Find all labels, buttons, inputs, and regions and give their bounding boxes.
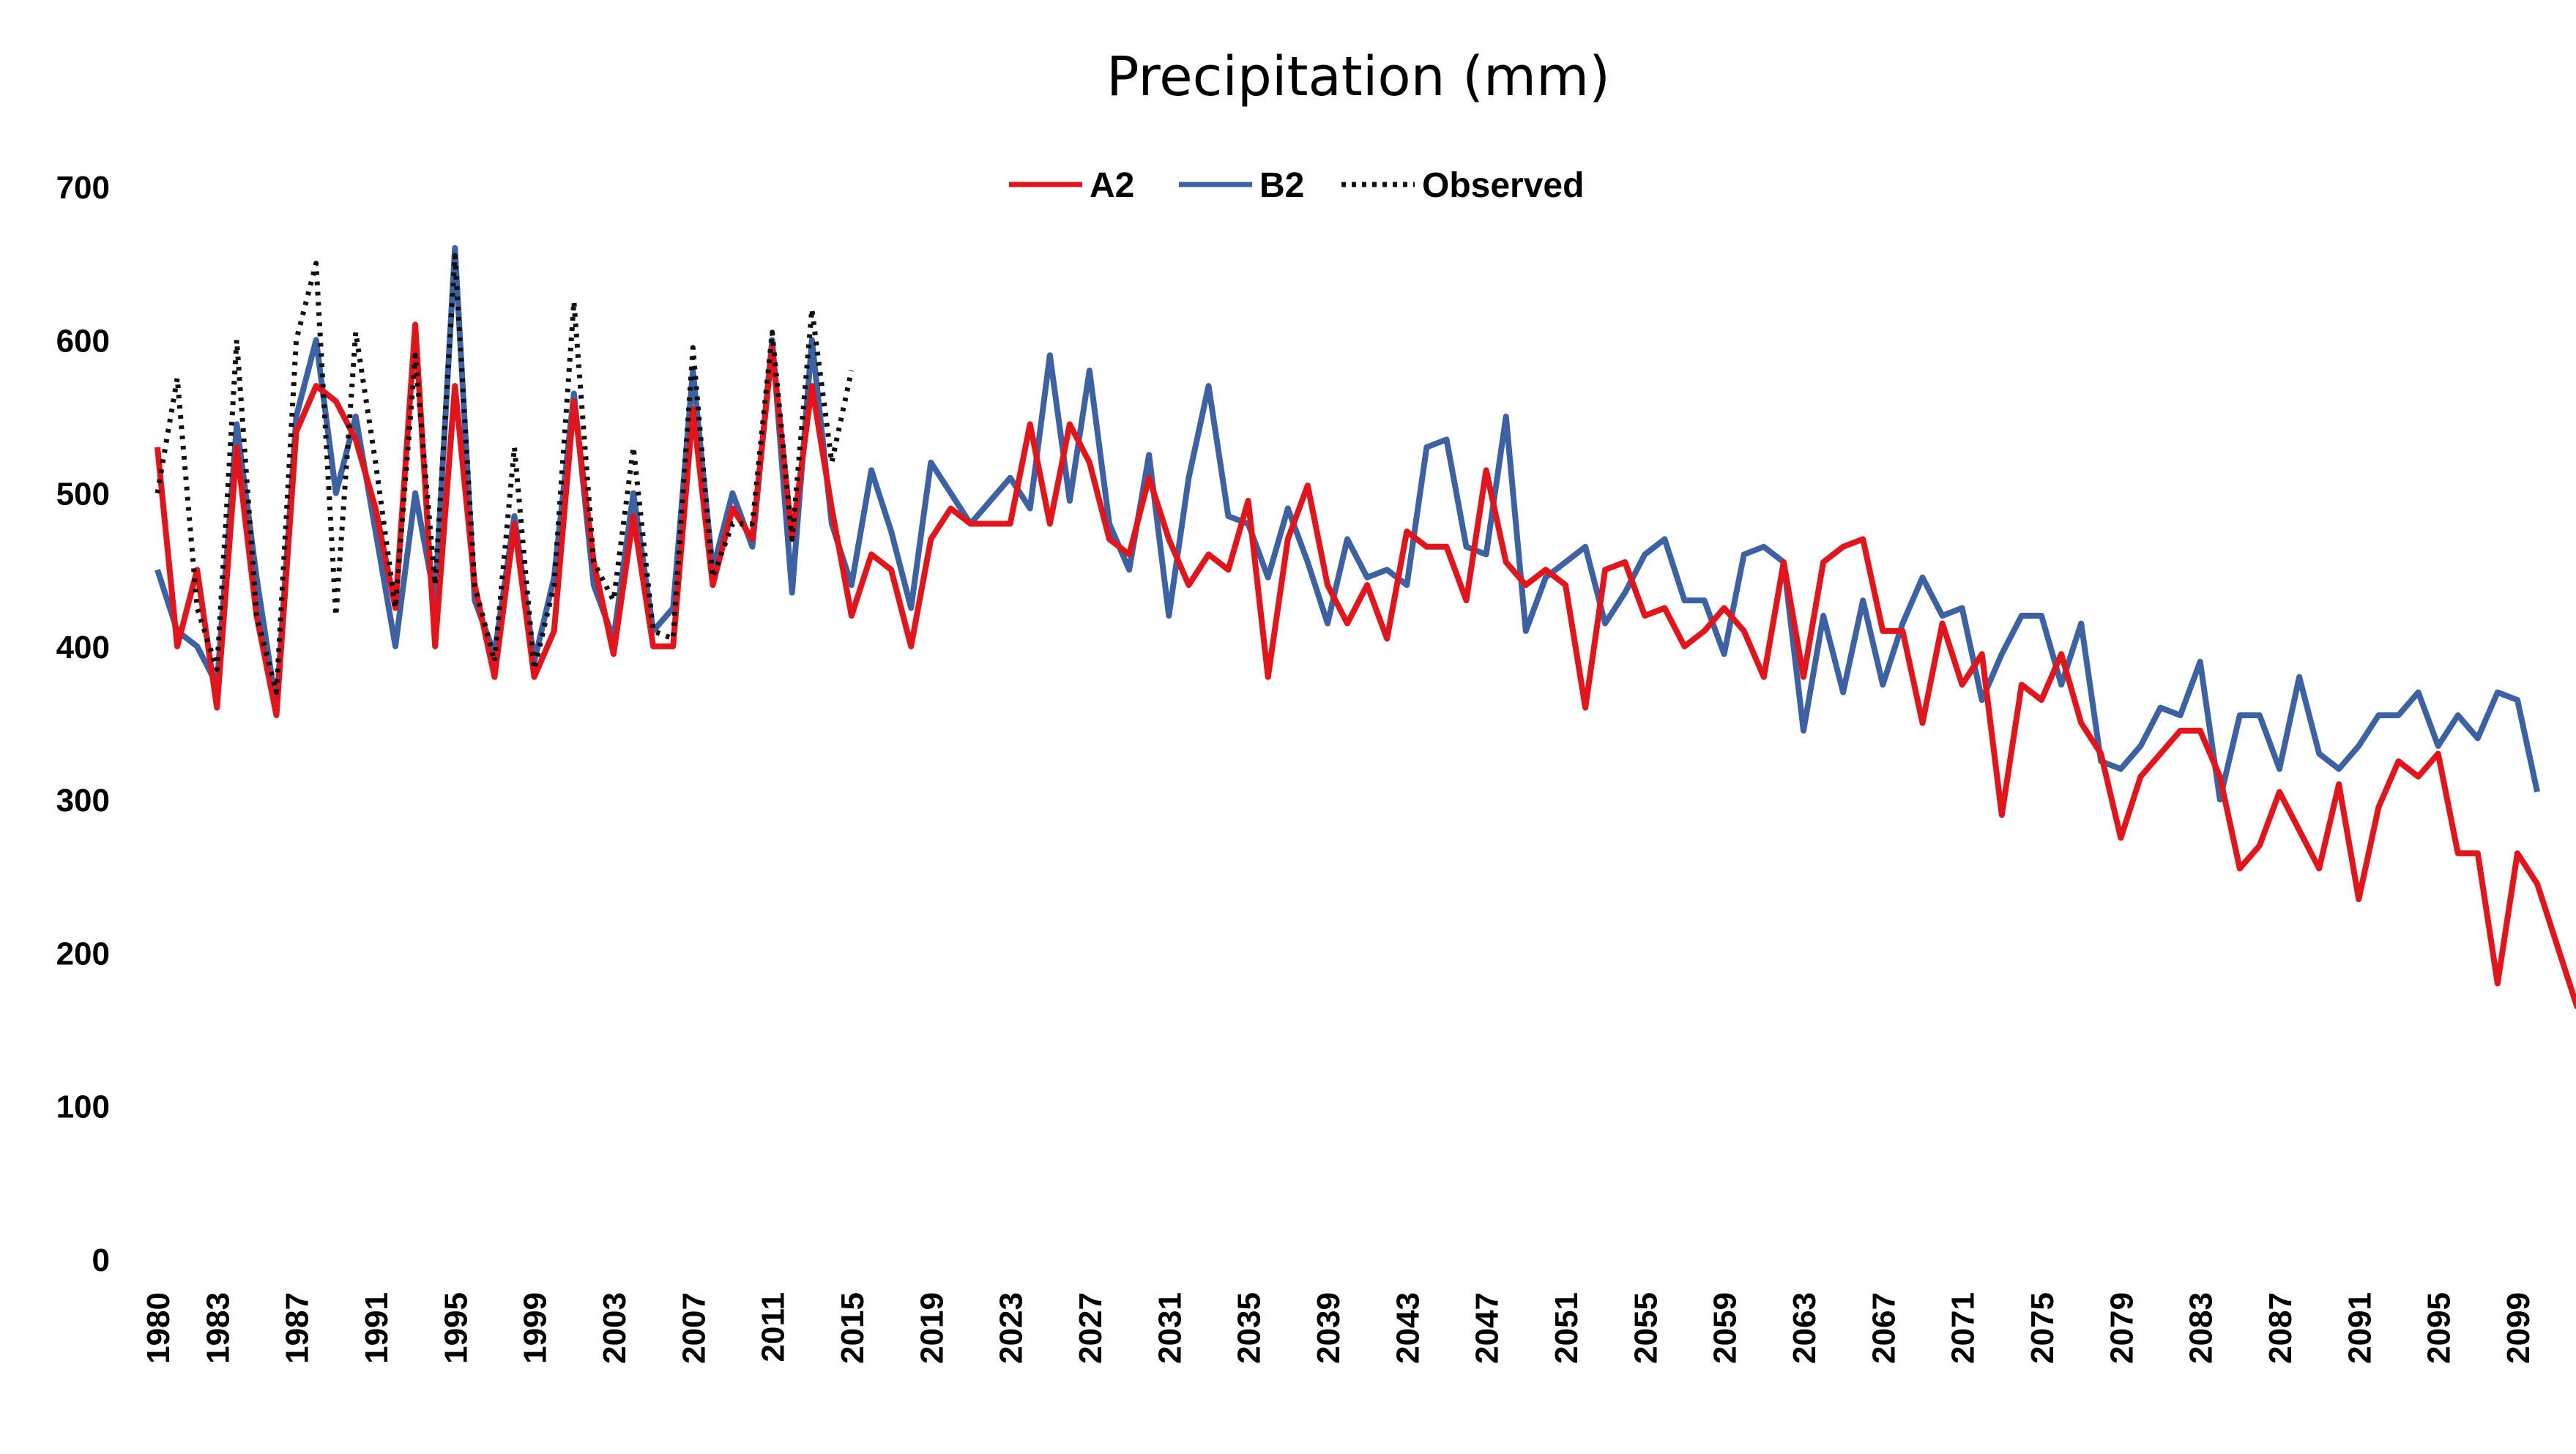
x-tick-label: 2095 bbox=[2421, 1292, 2457, 1364]
x-tick-label: 2099 bbox=[2501, 1292, 2536, 1364]
y-tick-label: 100 bbox=[56, 1089, 110, 1125]
x-tick-label: 2035 bbox=[1232, 1292, 1267, 1364]
x-tick-label: 2063 bbox=[1787, 1292, 1823, 1364]
legend-label-observed: Observed bbox=[1422, 166, 1584, 205]
x-tick-label: 2091 bbox=[2342, 1292, 2378, 1364]
x-tick-label: 2039 bbox=[1311, 1292, 1347, 1364]
x-tick-label: 2043 bbox=[1390, 1292, 1426, 1364]
x-tick-label: 1999 bbox=[518, 1292, 554, 1364]
x-tick-label: 2087 bbox=[2263, 1292, 2298, 1364]
x-tick-label: 2051 bbox=[1549, 1292, 1585, 1364]
y-tick-label: 500 bbox=[56, 477, 110, 512]
series-line-b2 bbox=[155, 245, 2541, 803]
series-line-a2 bbox=[155, 321, 2576, 1010]
x-tick-label: 2083 bbox=[2184, 1292, 2219, 1364]
x-tick-label: 2011 bbox=[756, 1292, 792, 1362]
x-tick-label: 1987 bbox=[280, 1292, 316, 1364]
x-tick-label: 1983 bbox=[200, 1292, 236, 1364]
x-tick-label: 2007 bbox=[676, 1292, 712, 1364]
x-tick-label: 2059 bbox=[1708, 1292, 1743, 1364]
x-tick-label: 2079 bbox=[2104, 1292, 2140, 1364]
x-tick-label: 2023 bbox=[994, 1292, 1030, 1364]
x-tick-label: 2019 bbox=[914, 1292, 950, 1364]
x-tick-label: 2075 bbox=[2025, 1292, 2061, 1364]
x-tick-label: 1995 bbox=[438, 1292, 474, 1364]
x-tick-label: 1991 bbox=[359, 1292, 395, 1364]
legend-item-a2: A2 bbox=[1009, 166, 1134, 205]
y-tick-label: 300 bbox=[56, 783, 110, 819]
legend-label-b2: B2 bbox=[1259, 166, 1304, 205]
x-tick-label: 1980 bbox=[141, 1292, 176, 1364]
chart-title: Precipitation (mm) bbox=[1106, 45, 1610, 108]
legend-item-observed: Observed bbox=[1341, 166, 1584, 205]
x-tick-label: 2067 bbox=[1866, 1292, 1902, 1364]
x-axis-ticks: 1980 1983 1987 1991 1995 1999 2003 2007 2011 2015… bbox=[141, 1292, 2536, 1364]
legend: A2 B2 Observed bbox=[1009, 166, 1584, 205]
x-tick-label: 2055 bbox=[1628, 1292, 1664, 1364]
y-tick-label: 200 bbox=[56, 936, 110, 972]
legend-label-a2: A2 bbox=[1090, 166, 1134, 205]
y-tick-label: 400 bbox=[56, 630, 110, 666]
x-tick-label: 2071 bbox=[1946, 1292, 1981, 1364]
series-lines bbox=[155, 245, 2576, 1010]
y-tick-label: 700 bbox=[56, 170, 110, 206]
x-tick-label: 2027 bbox=[1073, 1292, 1109, 1364]
x-tick-label: 2003 bbox=[597, 1292, 633, 1364]
x-tick-label: 2031 bbox=[1152, 1292, 1188, 1364]
y-axis-ticks: 0 100 200 300 400 500 600 700 bbox=[56, 170, 110, 1278]
legend-item-b2: B2 bbox=[1179, 166, 1304, 205]
y-tick-label: 0 bbox=[92, 1242, 110, 1278]
x-tick-label: 2047 bbox=[1470, 1292, 1505, 1364]
x-tick-label: 2015 bbox=[835, 1292, 871, 1364]
y-tick-label: 600 bbox=[56, 323, 110, 359]
